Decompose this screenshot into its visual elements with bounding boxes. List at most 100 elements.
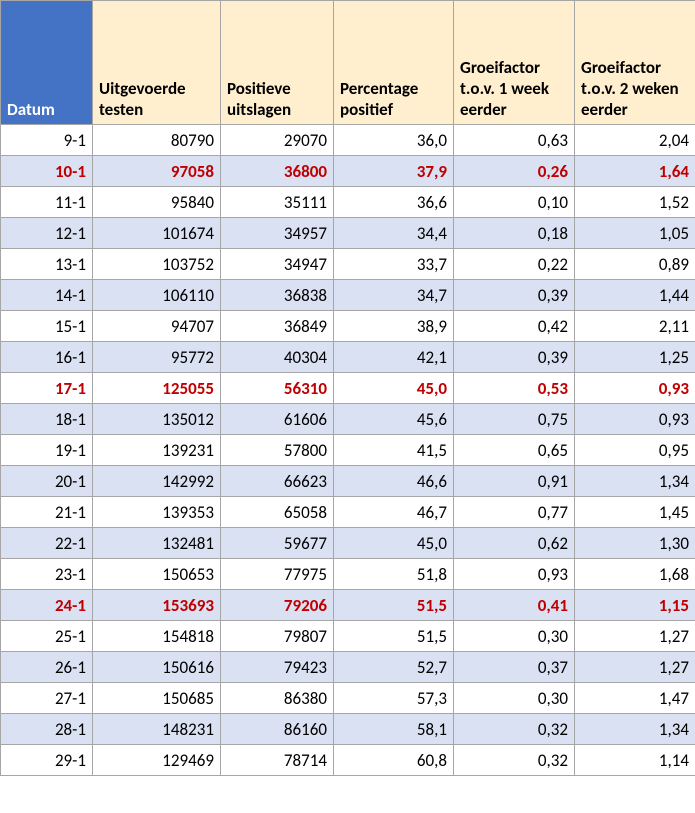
cell-pct: 58,1 [334, 714, 454, 745]
cell-pct: 57,3 [334, 683, 454, 714]
cell-gf2: 0,93 [575, 373, 695, 404]
cell-datum: 21-1 [1, 497, 93, 528]
col-header-datum: Datum [1, 1, 93, 125]
cell-pos: 61606 [221, 404, 334, 435]
cell-pct: 46,6 [334, 466, 454, 497]
cell-pct: 42,1 [334, 342, 454, 373]
cell-datum: 25-1 [1, 621, 93, 652]
cell-datum: 16-1 [1, 342, 93, 373]
col-header-pos: Positieve uitslagen [221, 1, 334, 125]
cell-testen: 154818 [93, 621, 221, 652]
cell-gf2: 1,25 [575, 342, 695, 373]
cell-testen: 150685 [93, 683, 221, 714]
col-header-testen: Uitgevoerde testen [93, 1, 221, 125]
cell-gf1: 0,10 [454, 187, 575, 218]
cell-pct: 51,5 [334, 590, 454, 621]
cell-gf1: 0,75 [454, 404, 575, 435]
table-row: 14-11061103683834,70,391,44 [1, 280, 695, 311]
cell-pos: 36800 [221, 156, 334, 187]
table-row: 22-11324815967745,00,621,30 [1, 528, 695, 559]
cell-datum: 26-1 [1, 652, 93, 683]
cell-datum: 13-1 [1, 249, 93, 280]
cell-pct: 45,0 [334, 373, 454, 404]
cell-pct: 34,7 [334, 280, 454, 311]
table-row: 15-1947073684938,90,422,11 [1, 311, 695, 342]
cell-gf2: 1,15 [575, 590, 695, 621]
cell-gf1: 0,77 [454, 497, 575, 528]
cell-gf2: 1,52 [575, 187, 695, 218]
cell-testen: 106110 [93, 280, 221, 311]
table-row: 21-11393536505846,70,771,45 [1, 497, 695, 528]
cell-gf2: 1,34 [575, 466, 695, 497]
cell-gf1: 0,39 [454, 342, 575, 373]
cell-testen: 148231 [93, 714, 221, 745]
cell-gf2: 0,93 [575, 404, 695, 435]
cell-datum: 24-1 [1, 590, 93, 621]
cell-pos: 59677 [221, 528, 334, 559]
cell-testen: 125055 [93, 373, 221, 404]
cell-pct: 45,0 [334, 528, 454, 559]
cell-datum: 11-1 [1, 187, 93, 218]
cell-testen: 132481 [93, 528, 221, 559]
cell-pos: 36838 [221, 280, 334, 311]
table-row: 25-11548187980751,50,301,27 [1, 621, 695, 652]
table-row: 12-11016743495734,40,181,05 [1, 218, 695, 249]
table-row: 20-11429926662346,60,911,34 [1, 466, 695, 497]
table-row: 26-11506167942352,70,371,27 [1, 652, 695, 683]
cell-pos: 65058 [221, 497, 334, 528]
cell-testen: 97058 [93, 156, 221, 187]
cell-gf1: 0,39 [454, 280, 575, 311]
cell-pos: 79807 [221, 621, 334, 652]
cell-pct: 51,8 [334, 559, 454, 590]
cell-pos: 66623 [221, 466, 334, 497]
cell-gf1: 0,30 [454, 683, 575, 714]
cell-testen: 101674 [93, 218, 221, 249]
cell-pct: 41,5 [334, 435, 454, 466]
cell-datum: 14-1 [1, 280, 93, 311]
cell-gf1: 0,32 [454, 745, 575, 776]
cell-gf1: 0,22 [454, 249, 575, 280]
cell-pos: 36849 [221, 311, 334, 342]
cell-pos: 57800 [221, 435, 334, 466]
cell-pos: 79423 [221, 652, 334, 683]
col-header-pct: Percentage positief [334, 1, 454, 125]
cell-pos: 78714 [221, 745, 334, 776]
cell-gf1: 0,63 [454, 125, 575, 156]
cell-pos: 29070 [221, 125, 334, 156]
cell-gf2: 2,11 [575, 311, 695, 342]
cell-gf2: 1,64 [575, 156, 695, 187]
cell-gf2: 2,04 [575, 125, 695, 156]
cell-pos: 56310 [221, 373, 334, 404]
cell-gf2: 1,30 [575, 528, 695, 559]
cell-gf1: 0,41 [454, 590, 575, 621]
cell-pos: 35111 [221, 187, 334, 218]
cell-pct: 33,7 [334, 249, 454, 280]
cell-datum: 19-1 [1, 435, 93, 466]
header-row: Datum Uitgevoerde testen Positieve uitsl… [1, 1, 695, 125]
cell-datum: 22-1 [1, 528, 93, 559]
cell-pct: 52,7 [334, 652, 454, 683]
cell-testen: 135012 [93, 404, 221, 435]
cell-testen: 142992 [93, 466, 221, 497]
cell-pos: 79206 [221, 590, 334, 621]
cell-pct: 37,9 [334, 156, 454, 187]
cell-gf1: 0,30 [454, 621, 575, 652]
cell-gf2: 1,68 [575, 559, 695, 590]
cell-gf2: 1,05 [575, 218, 695, 249]
cell-pos: 34957 [221, 218, 334, 249]
cell-pct: 60,8 [334, 745, 454, 776]
cell-datum: 15-1 [1, 311, 93, 342]
cell-datum: 23-1 [1, 559, 93, 590]
table-row: 24-11536937920651,50,411,15 [1, 590, 695, 621]
cell-gf1: 0,53 [454, 373, 575, 404]
cell-testen: 80790 [93, 125, 221, 156]
cell-pct: 38,9 [334, 311, 454, 342]
cell-gf2: 1,27 [575, 621, 695, 652]
table-row: 9-1807902907036,00,632,04 [1, 125, 695, 156]
cell-pct: 36,0 [334, 125, 454, 156]
table-row: 28-11482318616058,10,321,34 [1, 714, 695, 745]
table-row: 29-11294697871460,80,321,14 [1, 745, 695, 776]
cell-pct: 46,7 [334, 497, 454, 528]
cell-gf1: 0,18 [454, 218, 575, 249]
col-header-gf2: Groeifactor t.o.v. 2 weken eerder [575, 1, 695, 125]
